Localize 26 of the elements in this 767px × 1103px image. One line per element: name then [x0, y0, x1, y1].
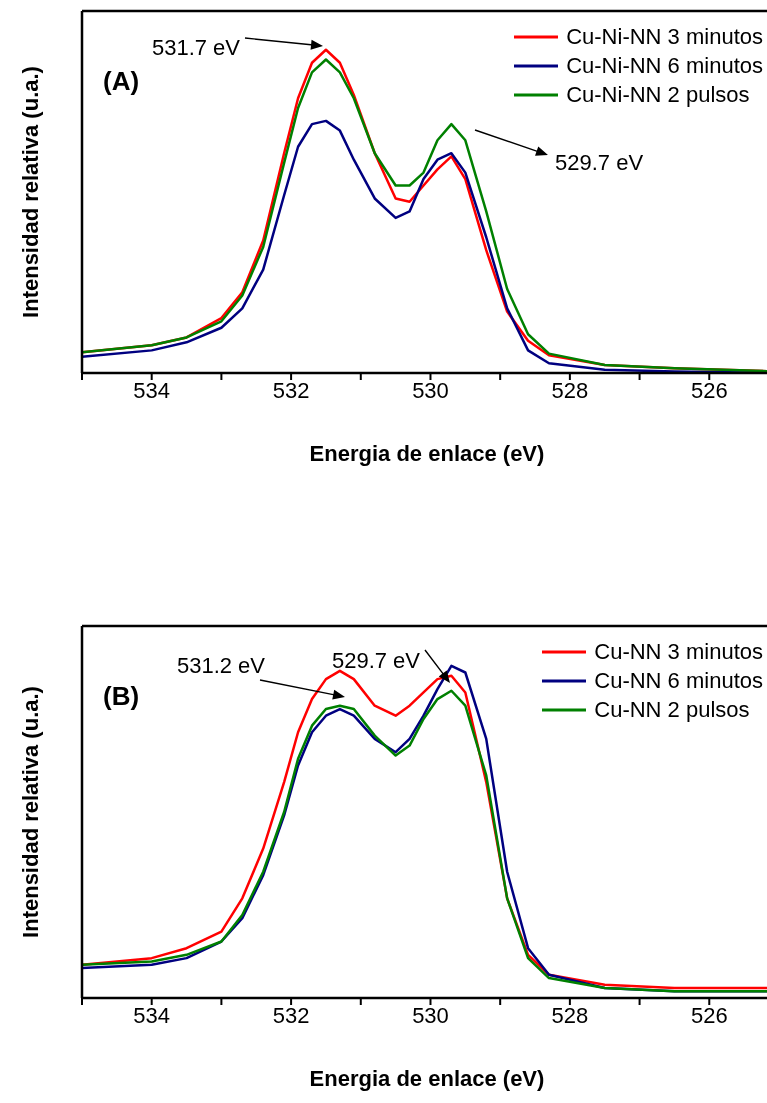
legend-label: Cu-NN 2 pulsos — [594, 696, 750, 723]
legend-label: Cu-NN 6 minutos — [594, 667, 763, 694]
x-tick-label: 534 — [133, 1002, 171, 1028]
x-tick-label: 530 — [412, 1002, 449, 1028]
x-tick-label: 526 — [690, 377, 728, 403]
annotation: (B) — [103, 681, 140, 711]
x-axis-title: Energia de enlace (eV) — [309, 1065, 545, 1091]
annotation: 531.7 eV — [151, 35, 241, 60]
annotation: 529.7 eV — [555, 150, 644, 175]
annotation: 529.7 eV — [331, 648, 421, 673]
x-tick-label: 532 — [272, 377, 310, 403]
x-tick-label: 530 — [412, 377, 449, 403]
x-tick-label: 528 — [551, 377, 589, 403]
annotation: 531.2 eV — [176, 653, 266, 678]
legend-label: Cu-Ni-NN 3 minutos — [566, 23, 763, 50]
y-axis-title: Intensidad relativa (u.a.) — [17, 686, 43, 938]
x-tick-label: 528 — [551, 1002, 589, 1028]
x-tick-label: 534 — [133, 377, 171, 403]
annotation: (A) — [103, 66, 140, 96]
y-axis-title: Intensidad relativa (u.a.) — [17, 66, 43, 318]
legend-label: Cu-Ni-NN 2 pulsos — [566, 81, 750, 108]
legend-label: Cu-NN 3 minutos — [594, 638, 763, 665]
x-tick-label: 526 — [690, 1002, 728, 1028]
x-axis-title: Energia de enlace (eV) — [309, 440, 545, 466]
x-tick-label: 532 — [272, 1002, 310, 1028]
legend-label: Cu-Ni-NN 6 minutos — [566, 52, 763, 79]
